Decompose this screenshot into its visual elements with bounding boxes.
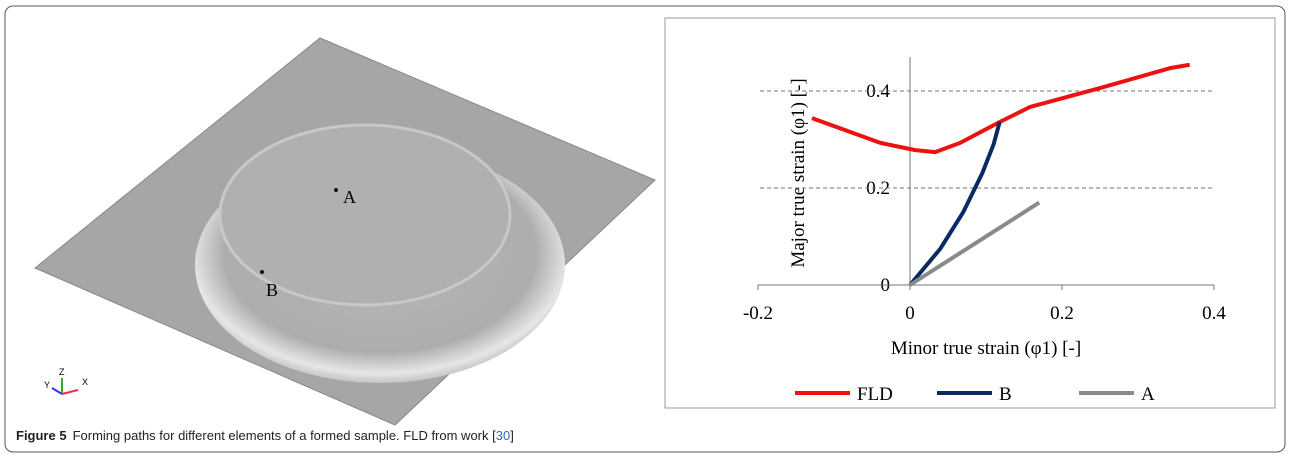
axis-label: Z xyxy=(59,367,65,377)
caption-label: Figure 5 xyxy=(16,428,67,443)
x-tick-label: 0.2 xyxy=(1050,303,1074,324)
caption: Figure 5 Forming paths for different elem… xyxy=(16,428,514,443)
x-tick-label: 0 xyxy=(905,303,915,324)
x-tick-label: -0.2 xyxy=(743,303,773,324)
y-tick-label: 0.4 xyxy=(866,81,890,102)
reference-link[interactable]: 30 xyxy=(495,428,511,443)
dome-top xyxy=(218,123,512,307)
legend-label: A xyxy=(1141,384,1155,405)
series-line xyxy=(811,62,1191,155)
chart: Minor true strain (φ1) [-] Major true st… xyxy=(743,57,1226,405)
point-label: B xyxy=(266,280,278,300)
chart-frame xyxy=(664,17,1276,409)
legend-label: B xyxy=(999,384,1012,405)
y-axis-title: Major true strain (φ1) [-] xyxy=(788,78,809,267)
series-line xyxy=(908,121,1002,287)
axis-label: Y xyxy=(44,380,50,390)
point-marker xyxy=(260,270,264,274)
caption-text: ] xyxy=(510,428,514,443)
figure-frame xyxy=(4,5,1286,453)
point-marker xyxy=(334,188,338,192)
y-tick-label: 0.2 xyxy=(866,178,890,199)
caption-text: Forming paths for different elements of … xyxy=(72,428,496,443)
point-label: A xyxy=(343,187,356,207)
x-tick-label: 0.4 xyxy=(1202,303,1226,324)
x-axis-title: Minor true strain (φ1) [-] xyxy=(891,338,1081,359)
legend-label: FLD xyxy=(857,384,893,405)
axis-triad: Y Z X xyxy=(44,367,88,395)
axis-label: X xyxy=(82,377,88,387)
series-line xyxy=(908,200,1041,287)
